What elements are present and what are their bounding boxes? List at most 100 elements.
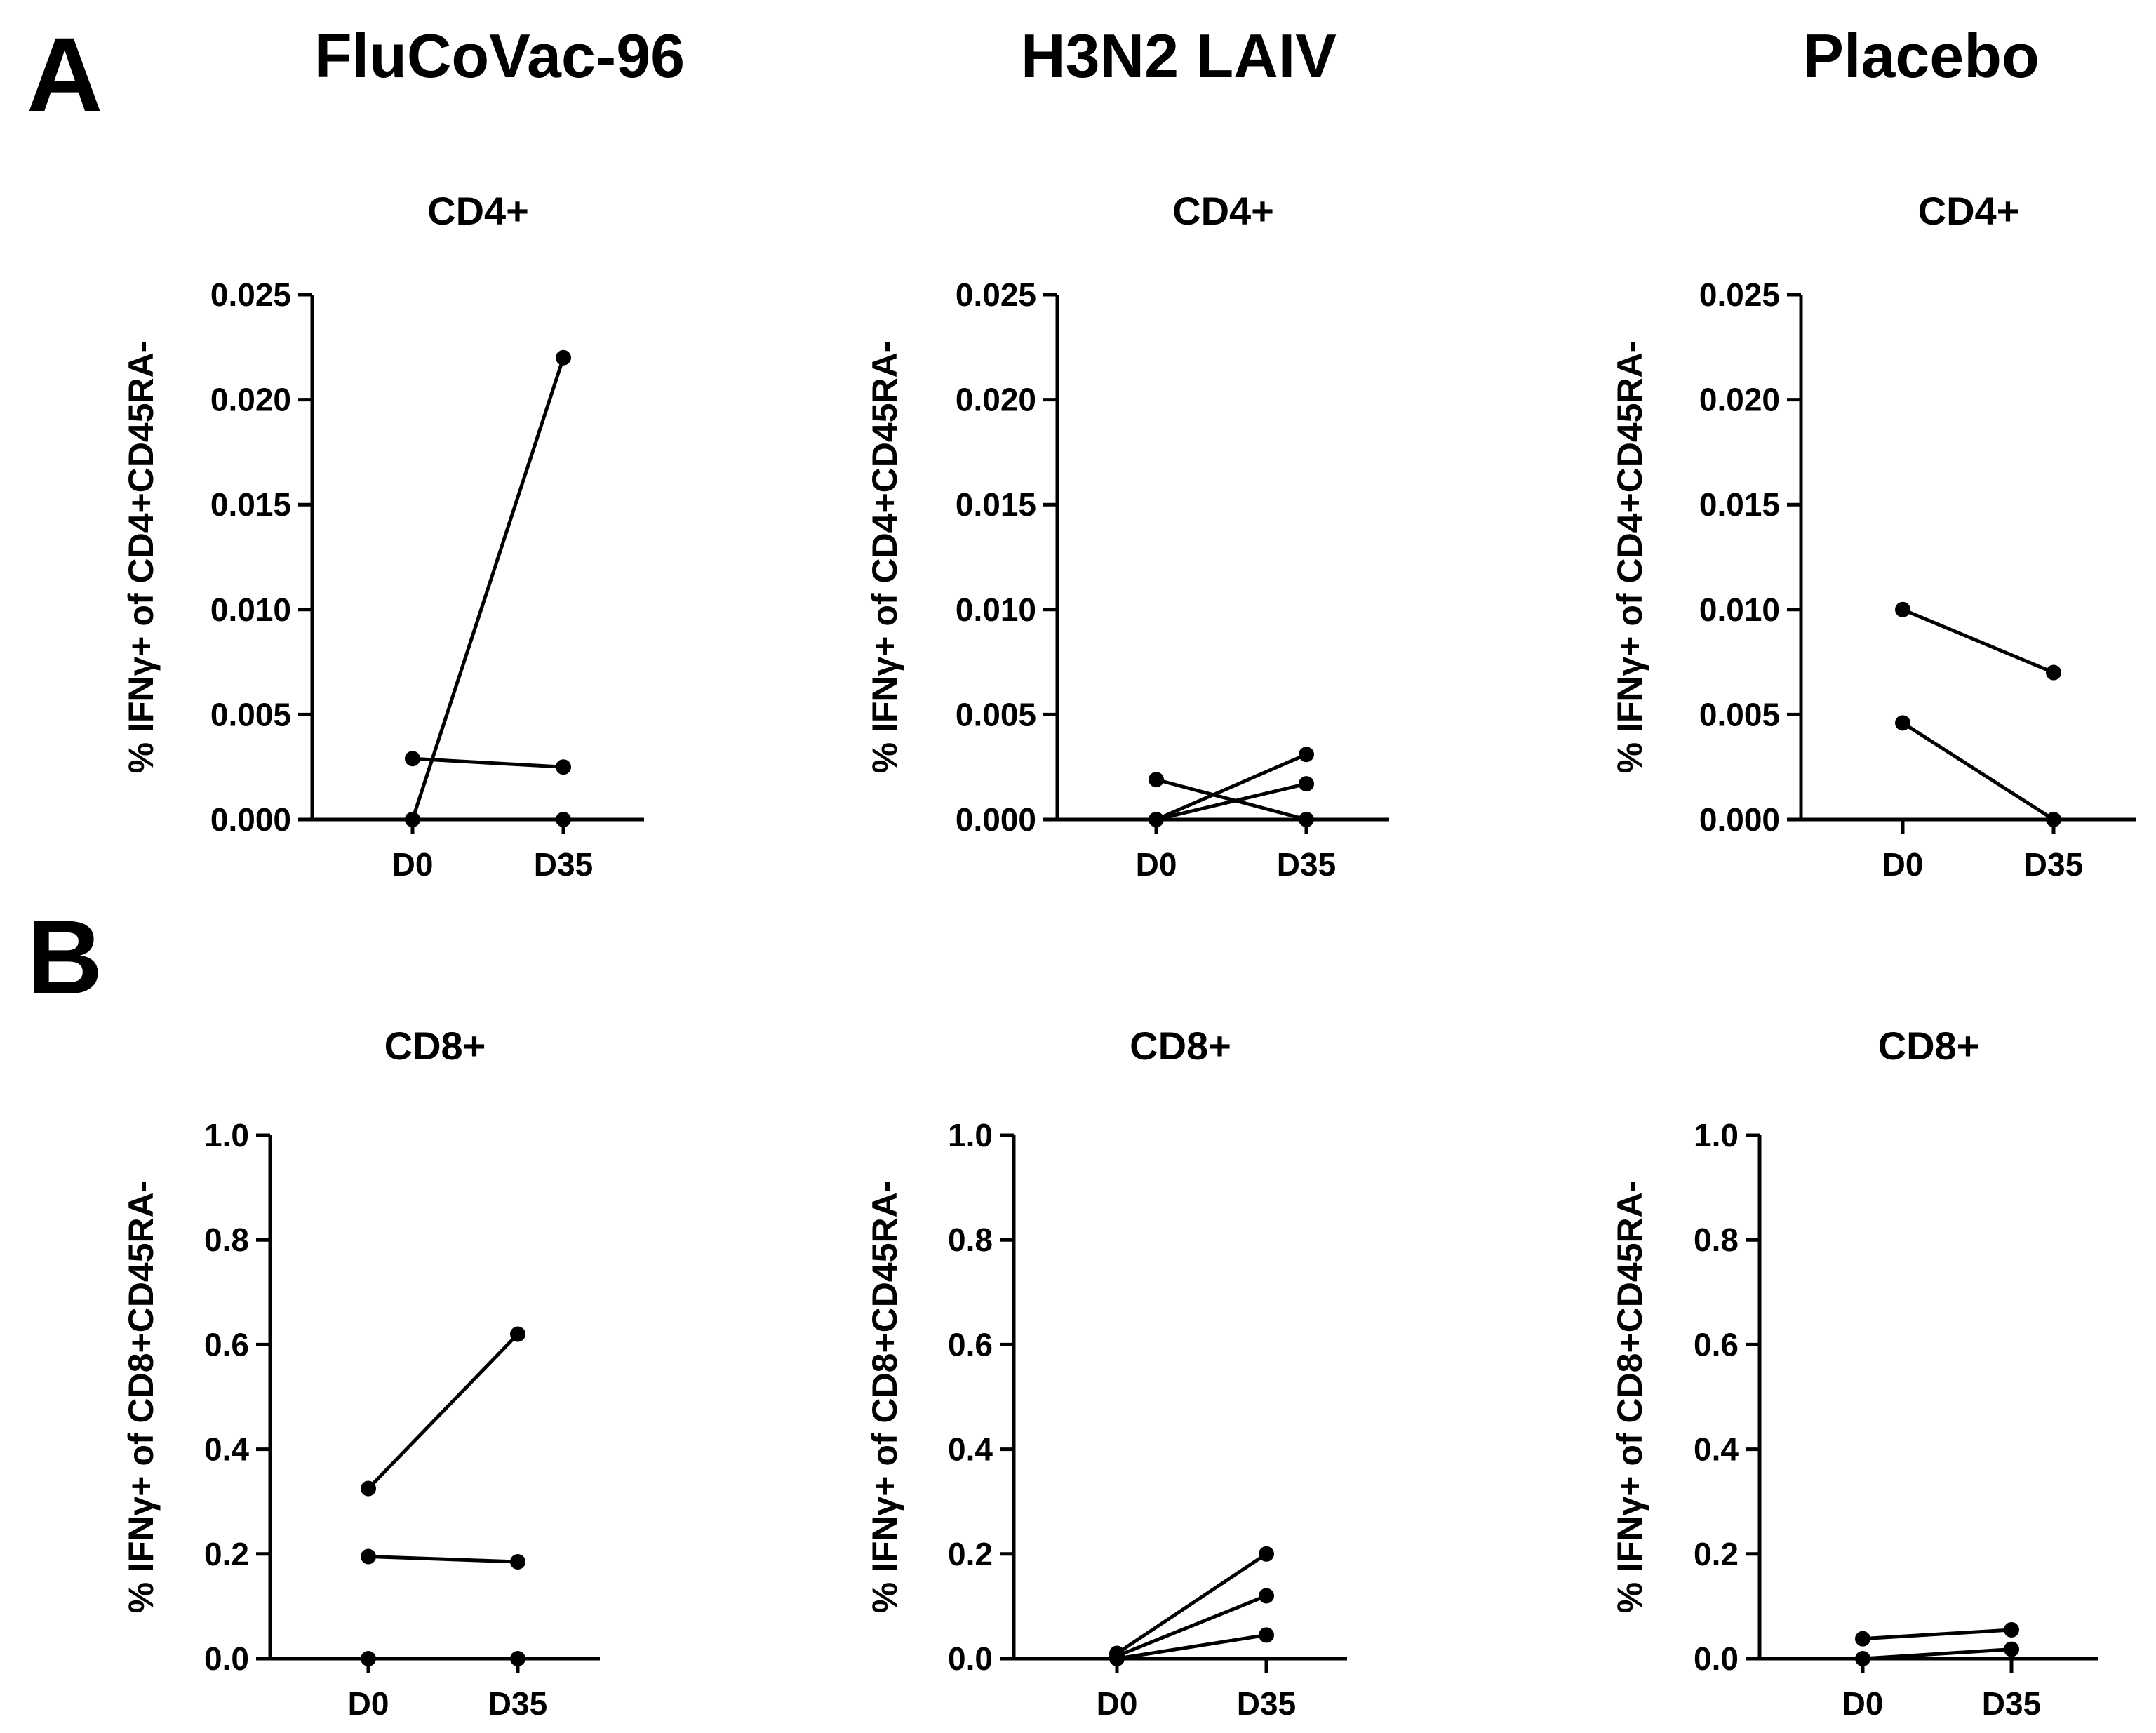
data-point bbox=[361, 1651, 376, 1666]
data-point bbox=[1299, 776, 1314, 792]
data-point bbox=[1299, 812, 1314, 827]
y-tick-label: 0.015 bbox=[1699, 486, 1780, 523]
y-tick-label: 0.020 bbox=[210, 382, 291, 418]
y-tick-label: 0.010 bbox=[210, 591, 291, 628]
data-point bbox=[1259, 1588, 1274, 1604]
data-point bbox=[361, 1480, 376, 1497]
series-line bbox=[1116, 1633, 1267, 1661]
y-axis-label: % IFNγ+ of CD4+CD45RA- bbox=[121, 341, 161, 774]
y-tick-label: 0.0 bbox=[204, 1640, 249, 1677]
series-line bbox=[1902, 608, 2054, 674]
data-point bbox=[2004, 1641, 2019, 1657]
y-tick-label: 0.010 bbox=[956, 591, 1036, 628]
data-point bbox=[1855, 1631, 1870, 1647]
x-tick-label: D35 bbox=[1237, 1685, 1296, 1722]
data-point bbox=[1299, 747, 1314, 763]
x-tick-label: D0 bbox=[1136, 846, 1177, 883]
data-point bbox=[1855, 1651, 1870, 1666]
series-line bbox=[1901, 721, 2055, 822]
y-tick-label: 0.8 bbox=[1694, 1222, 1739, 1258]
chart-title: CD8+ bbox=[1130, 1024, 1231, 1068]
y-tick-label: 0.6 bbox=[1694, 1326, 1739, 1363]
x-tick-label: D35 bbox=[534, 846, 593, 883]
series-line bbox=[1116, 1594, 1267, 1658]
data-point bbox=[1109, 1651, 1125, 1666]
y-tick-label: 1.0 bbox=[204, 1117, 249, 1153]
x-tick-label: D0 bbox=[1842, 1685, 1884, 1722]
series-line bbox=[368, 1555, 518, 1564]
data-point bbox=[1149, 812, 1164, 827]
y-tick-label: 0.0 bbox=[1694, 1640, 1739, 1677]
series-line bbox=[1156, 752, 1307, 822]
y-tick-label: 1.0 bbox=[1694, 1117, 1739, 1153]
data-point bbox=[1259, 1546, 1274, 1562]
series-line bbox=[1116, 1552, 1268, 1655]
data-point bbox=[1259, 1627, 1274, 1643]
data-point bbox=[2046, 812, 2061, 827]
y-tick-label: 0.6 bbox=[204, 1326, 249, 1363]
x-tick-label: D35 bbox=[1982, 1685, 2041, 1722]
y-tick-label: 0.6 bbox=[948, 1326, 993, 1363]
series-line bbox=[1156, 777, 1307, 822]
y-tick-label: 0.0 bbox=[948, 1640, 993, 1677]
x-tick-label: D35 bbox=[488, 1685, 547, 1722]
y-tick-label: 0.010 bbox=[1699, 591, 1780, 628]
chart-3: CD4+ % IFNγ+ of CD4+CD45RA- 0.000 0.005 0.01… bbox=[1610, 189, 2136, 883]
series-line bbox=[410, 356, 565, 820]
data-point bbox=[510, 1651, 525, 1666]
x-tick-label: D35 bbox=[1277, 846, 1336, 883]
data-point bbox=[2004, 1621, 2019, 1638]
x-tick-label: D0 bbox=[392, 846, 434, 883]
data-point bbox=[1149, 772, 1164, 788]
group-title-placebo: Placebo bbox=[1802, 21, 2039, 91]
y-tick-label: 0.8 bbox=[204, 1222, 249, 1258]
y-tick-label: 0.2 bbox=[948, 1536, 993, 1572]
y-tick-label: 0.4 bbox=[204, 1431, 249, 1468]
chart-6: CD8+ % IFNγ+ of CD8+CD45RA- 0.0 0.2 0.4 0.6 0.… bbox=[1610, 1024, 2098, 1722]
series-line bbox=[1862, 1647, 2012, 1661]
y-axis-label: % IFNγ+ of CD4+CD45RA- bbox=[865, 341, 904, 774]
y-axis-label: % IFNγ+ of CD4+CD45RA- bbox=[1610, 341, 1649, 774]
x-tick-label: D0 bbox=[348, 1685, 389, 1722]
data-point bbox=[1895, 601, 1910, 617]
y-tick-label: 0.025 bbox=[210, 276, 291, 313]
data-point bbox=[510, 1326, 525, 1342]
y-tick-label: 0.025 bbox=[1699, 276, 1780, 313]
group-title-flucovac: FluCoVac-96 bbox=[314, 21, 685, 91]
y-tick-label: 0.015 bbox=[956, 486, 1036, 523]
data-point bbox=[405, 812, 420, 827]
chart-1: CD4+ % IFNγ+ of CD4+CD45RA- 0.000 0.005 0.01… bbox=[121, 189, 644, 883]
y-tick-label: 0.000 bbox=[210, 801, 291, 838]
data-point bbox=[556, 349, 571, 366]
panel-letter-a: A bbox=[27, 15, 102, 133]
x-tick-label: D35 bbox=[2024, 846, 2083, 883]
y-axis-label: % IFNγ+ of CD8+CD45RA- bbox=[1610, 1181, 1649, 1614]
chart-4: CD8+ % IFNγ+ of CD8+CD45RA- 0.0 0.2 0.4 0.6 0.… bbox=[121, 1024, 600, 1722]
y-tick-label: 0.4 bbox=[1694, 1431, 1739, 1468]
y-tick-label: 0.000 bbox=[956, 801, 1036, 838]
chart-title: CD4+ bbox=[1918, 189, 2020, 233]
y-axis-label: % IFNγ+ of CD8+CD45RA- bbox=[121, 1181, 161, 1614]
group-title-h3n2-laiv: H3N2 LAIV bbox=[1021, 21, 1337, 91]
y-tick-label: 0.000 bbox=[1699, 801, 1780, 838]
y-tick-label: 1.0 bbox=[948, 1117, 993, 1153]
chart-5: CD8+ % IFNγ+ of CD8+CD45RA- 0.0 0.2 0.4 0.6 0.… bbox=[865, 1024, 1347, 1722]
chart-title: CD8+ bbox=[384, 1024, 486, 1068]
data-point bbox=[361, 1548, 376, 1565]
data-point bbox=[556, 759, 571, 775]
series-line bbox=[1156, 782, 1307, 822]
y-tick-label: 0.2 bbox=[1694, 1536, 1739, 1572]
y-tick-label: 0.8 bbox=[948, 1222, 993, 1258]
data-point bbox=[556, 812, 571, 827]
y-tick-label: 0.4 bbox=[948, 1431, 993, 1468]
panel-letter-b: B bbox=[27, 898, 102, 1016]
y-tick-label: 0.015 bbox=[210, 486, 291, 523]
y-tick-label: 0.005 bbox=[956, 696, 1036, 732]
data-point bbox=[510, 1553, 525, 1570]
data-point bbox=[405, 751, 420, 767]
chart-title: CD4+ bbox=[427, 189, 529, 233]
series-line bbox=[1862, 1628, 2012, 1641]
series-line bbox=[412, 756, 564, 769]
y-tick-label: 0.005 bbox=[210, 696, 291, 732]
chart-title: CD8+ bbox=[1878, 1024, 1980, 1068]
